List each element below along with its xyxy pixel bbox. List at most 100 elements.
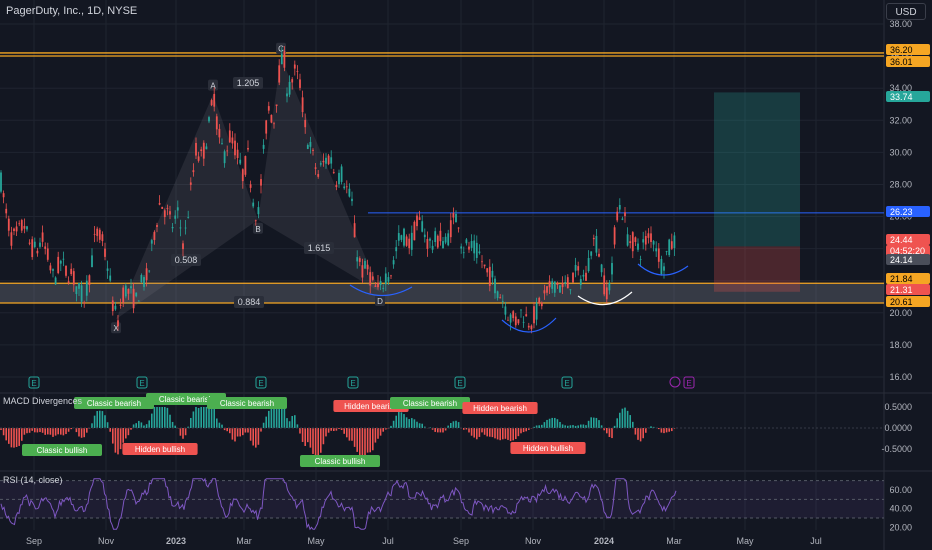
- candle-body: [559, 285, 561, 293]
- macd-bar: [528, 428, 530, 430]
- macd-bar: [83, 428, 85, 438]
- divergence-tag: [333, 400, 409, 412]
- candle-body: [23, 225, 26, 229]
- divergence-tag-label: Hidden bullish: [523, 444, 573, 453]
- candle-body: [364, 260, 366, 269]
- candle-body: [171, 226, 174, 229]
- candle-body: [637, 243, 639, 250]
- macd-bar: [366, 428, 369, 453]
- candle-body: [556, 282, 559, 285]
- macd-bar: [218, 422, 221, 428]
- harmonic-ratio-bg: [233, 77, 263, 89]
- macd-bar: [283, 407, 286, 428]
- candle-body: [49, 265, 52, 271]
- candle-body: [582, 274, 585, 277]
- macd-bar: [377, 428, 379, 439]
- macd-bar: [340, 428, 343, 431]
- macd-bar: [54, 428, 57, 436]
- macd-bar: [437, 428, 439, 433]
- candle-body: [322, 160, 325, 163]
- macd-bar: [400, 412, 403, 428]
- candle-body: [525, 314, 528, 317]
- candle-body: [561, 282, 564, 288]
- earnings-marker-icon: [28, 376, 40, 389]
- candle-body: [338, 172, 340, 185]
- macd-bar: [556, 419, 559, 428]
- candle-body: [163, 210, 166, 218]
- price-tag-label: 33.74: [890, 92, 913, 102]
- macd-bar: [504, 428, 507, 439]
- candle-body: [520, 309, 522, 311]
- macd-bar: [629, 415, 631, 428]
- price-tag: [886, 206, 930, 217]
- candle-body: [182, 243, 184, 250]
- macd-bar: [413, 419, 416, 428]
- macd-bar: [112, 428, 114, 444]
- divergence-tag-label: Hidden bullish: [135, 445, 185, 454]
- candle-body: [392, 260, 395, 265]
- earnings-marker-label: E: [31, 379, 36, 388]
- macd-bar: [486, 428, 488, 437]
- harmonic-point-label: D: [377, 297, 383, 306]
- macd-bar: [652, 426, 655, 428]
- macd-bar: [478, 428, 481, 437]
- candle-body: [429, 238, 431, 241]
- macd-bar: [125, 428, 127, 439]
- candle-body: [31, 239, 34, 258]
- macd-bar: [223, 428, 226, 431]
- price-tag-label: 21.31: [890, 285, 913, 295]
- candle-body: [59, 260, 62, 264]
- macd-tick-label: -0.5000: [881, 444, 912, 454]
- candle-body: [403, 228, 405, 246]
- macd-bar: [603, 428, 605, 431]
- macd-bar: [257, 428, 260, 445]
- macd-bar: [41, 428, 44, 433]
- macd-bar: [70, 428, 72, 430]
- candle-body: [5, 208, 8, 214]
- earnings-marker-label: E: [686, 379, 691, 388]
- harmonic-xab-triangle: [116, 94, 258, 320]
- position-target-zone: [714, 92, 800, 247]
- macd-bar: [148, 420, 150, 428]
- macd-bar: [585, 425, 587, 428]
- x-tick-label: Jul: [810, 536, 822, 546]
- candle-body: [629, 241, 632, 244]
- macd-bar: [182, 428, 184, 439]
- candle-body: [88, 275, 91, 286]
- candle-body: [57, 256, 60, 274]
- macd-bar: [457, 422, 460, 428]
- macd-bar: [522, 428, 525, 433]
- macd-bar: [247, 428, 249, 433]
- macd-bar: [559, 421, 561, 428]
- macd-bar: [382, 428, 384, 432]
- currency-button[interactable]: USD: [886, 3, 926, 20]
- price-tag-label: 20.61: [890, 297, 913, 307]
- macd-bar: [99, 410, 101, 428]
- candle-body: [239, 159, 242, 164]
- candle-body: [249, 184, 252, 188]
- candle-body: [416, 215, 418, 227]
- candle-body: [223, 151, 226, 164]
- macd-bar: [645, 428, 647, 433]
- candle-body: [234, 140, 236, 156]
- candle-body: [273, 123, 275, 125]
- macd-bar: [96, 411, 98, 428]
- divergence-tag-label: Hidden bearish: [344, 402, 398, 411]
- macd-bar: [268, 410, 270, 428]
- harmonic-point-label: A: [210, 82, 216, 91]
- macd-bar: [28, 428, 31, 433]
- macd-bar: [564, 425, 566, 428]
- earnings-marker-icon: [454, 376, 466, 389]
- macd-bar: [213, 407, 215, 428]
- candle-body: [468, 246, 470, 250]
- candle-body: [213, 93, 216, 107]
- candle-body: [470, 241, 473, 248]
- candle-body: [291, 79, 294, 83]
- macd-bar: [143, 425, 145, 428]
- x-tick-label: Mar: [236, 536, 252, 546]
- macd-bar: [535, 425, 538, 428]
- candle-body: [52, 269, 54, 271]
- candle-body: [137, 300, 140, 302]
- candle-body: [374, 285, 377, 287]
